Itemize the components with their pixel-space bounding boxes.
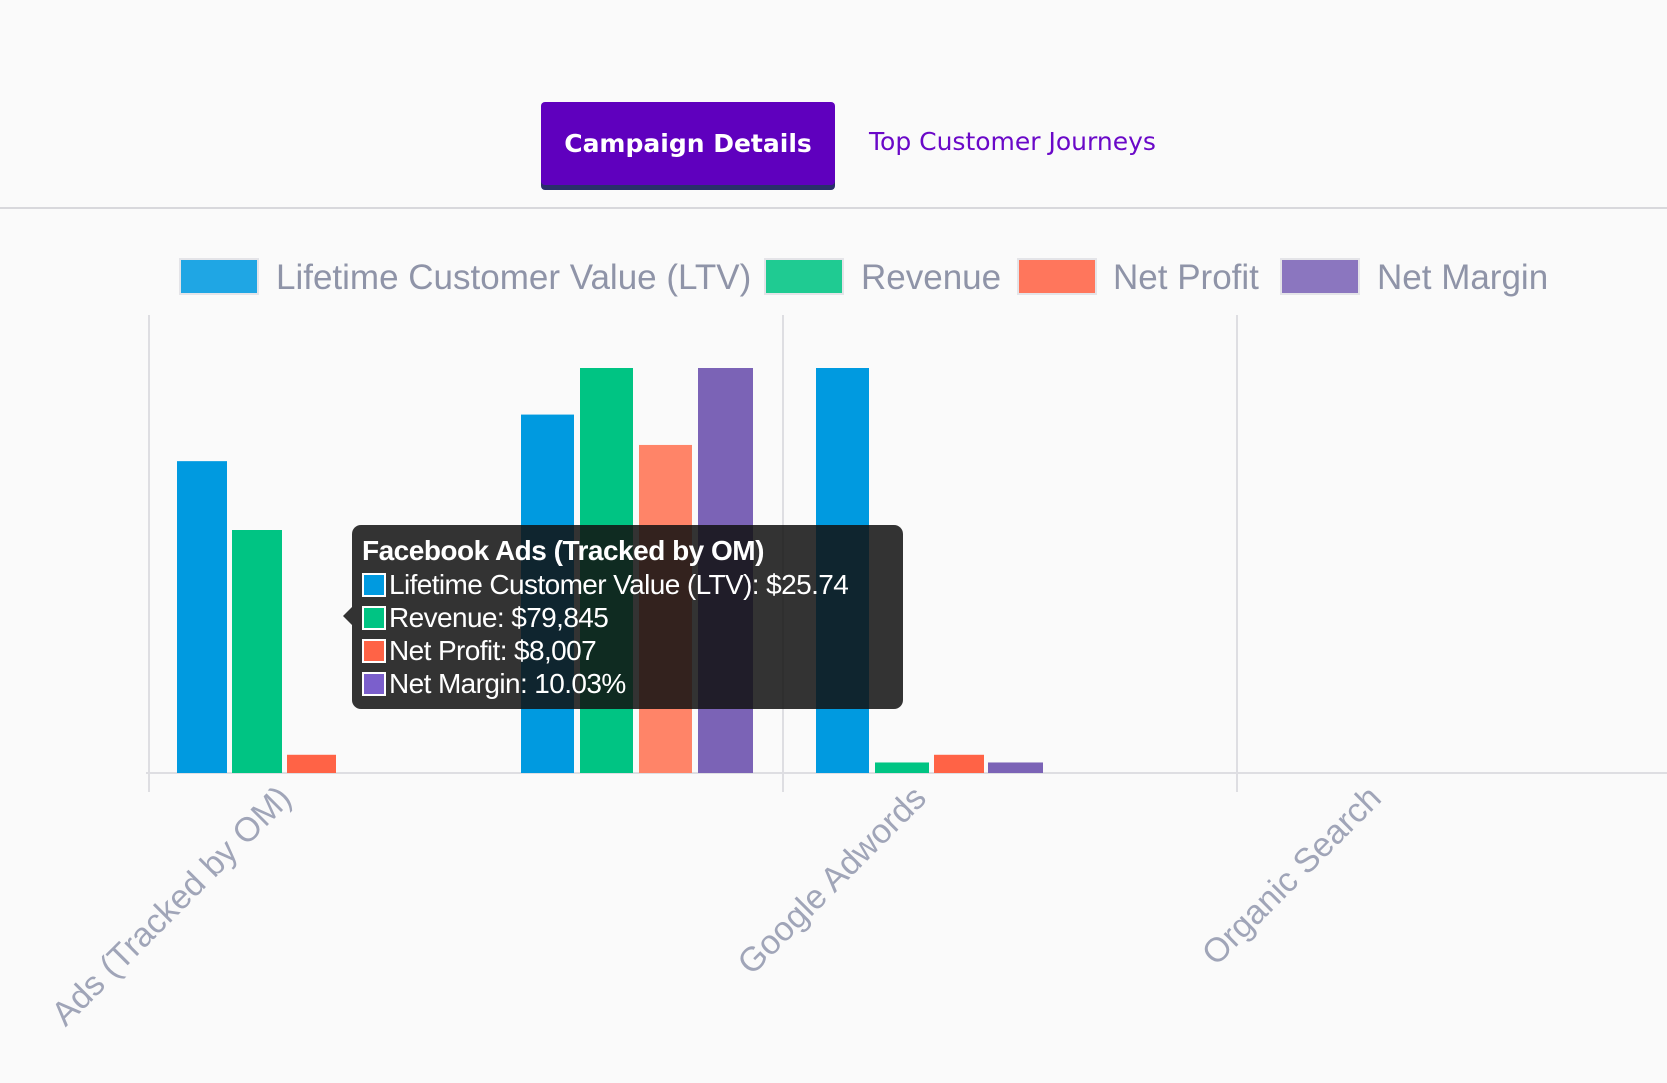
tooltip-swatch-net-margin xyxy=(362,671,386,696)
tab-top-customer-journeys[interactable]: Top Customer Journeys xyxy=(869,127,1156,156)
tooltip-row-label: Revenue: $79,845 xyxy=(389,601,609,633)
report-tabs: Campaign Details Top Customer Journeys xyxy=(0,0,1667,208)
legend-swatch-lifetime-customer-value-ltv[interactable] xyxy=(179,258,259,295)
tooltip-title: Facebook Ads (Tracked by OM) xyxy=(362,535,764,566)
tooltip-swatch-ltv xyxy=(362,572,386,597)
bar-google-adwords-revenue[interactable] xyxy=(875,762,929,773)
legend-swatch-net-profit[interactable] xyxy=(1017,258,1097,295)
legend-label-revenue[interactable]: Revenue xyxy=(861,258,1001,297)
tooltip-row-ltv: Lifetime Customer Value (LTV): $25.74 xyxy=(362,568,893,601)
tooltip-row-net-profit: Net Profit: $8,007 xyxy=(362,634,893,667)
legend-label-net-profit[interactable]: Net Profit xyxy=(1113,258,1259,297)
legend-swatch-revenue[interactable] xyxy=(764,258,844,295)
bar-ads-tracked-by-om-net-profit[interactable] xyxy=(287,754,336,773)
legend-label-net-margin[interactable]: Net Margin xyxy=(1377,258,1548,297)
tooltip-row-label: Net Margin: 10.03% xyxy=(389,667,626,699)
legend-swatch-net-margin[interactable] xyxy=(1280,258,1360,295)
legend-label-lifetime-customer-value-ltv[interactable]: Lifetime Customer Value (LTV) xyxy=(276,258,751,297)
tooltip-row-label: Lifetime Customer Value (LTV): $25.74 xyxy=(389,568,849,600)
x-axis-label-google-adwords: Google Adwords xyxy=(730,779,933,982)
bar-ads-tracked-by-om-revenue[interactable] xyxy=(232,530,282,773)
bar-ads-tracked-by-om-lifetime-customer-value-ltv[interactable] xyxy=(177,461,227,773)
bar-google-adwords-net-margin[interactable] xyxy=(988,762,1043,773)
tooltip-swatch-net-profit xyxy=(362,638,386,663)
tooltip-row-label: Net Profit: $8,007 xyxy=(389,634,597,666)
tooltip-row-net-margin: Net Margin: 10.03% xyxy=(362,667,893,700)
chart-tooltip: Facebook Ads (Tracked by OM) Lifetime Cu… xyxy=(343,525,903,709)
tooltip-swatch-revenue xyxy=(362,605,386,630)
tooltip-row-revenue: Revenue: $79,845 xyxy=(362,601,893,634)
x-axis-label-organic-search: Organic Search xyxy=(1195,779,1389,973)
tab-campaign-details[interactable]: Campaign Details xyxy=(541,102,835,185)
chart-legend: Lifetime Customer Value (LTV) Revenue Net … xyxy=(179,258,1548,297)
tabs-divider xyxy=(0,207,1667,209)
bar-google-adwords-net-profit[interactable] xyxy=(934,754,984,773)
x-axis-label-ads-tracked-by-om: Ads (Tracked by OM) xyxy=(44,779,298,1033)
x-axis-labels: Ads (Tracked by OM) Google Adwords Organic… xyxy=(44,779,1388,1033)
